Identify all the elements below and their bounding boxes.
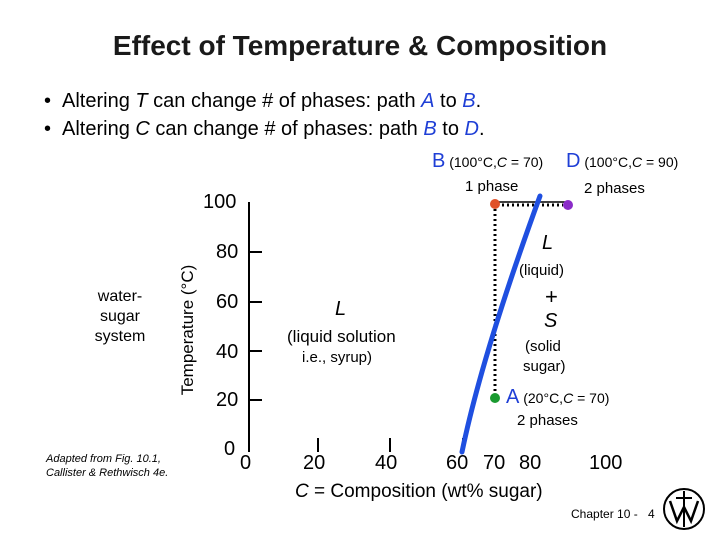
bullet-dot: • <box>44 90 52 112</box>
x-tick-label: 100 <box>589 452 623 474</box>
one-phase-label: 1 phase <box>465 178 519 195</box>
two-phase-plus: + <box>545 284 558 309</box>
two-phase-solid-symbol: S <box>544 310 558 332</box>
y-tick-label: 100 <box>203 191 237 213</box>
y-tick-label: 0 <box>224 438 236 460</box>
y-tick-label: 20 <box>216 389 239 411</box>
source-note: Adapted from Fig. 10.1, Callister & Reth… <box>46 453 169 479</box>
x-tick-label: 0 <box>240 452 252 474</box>
two-phases-bottom-label: 2 phases <box>517 412 578 429</box>
two-phase-liquid-symbol: L <box>542 232 554 254</box>
system-caption: water- sugar system <box>94 288 146 345</box>
publisher-logo-icon <box>663 488 705 530</box>
two-phase-solid-text2: sugar) <box>523 358 566 375</box>
x-tick-label: 60 <box>446 452 469 474</box>
x-axis-label: C = Composition (wt% sugar) <box>295 481 543 502</box>
y-tick-label: 40 <box>216 341 239 363</box>
solubility-limit-curve <box>459 193 543 455</box>
x-tick-label: 80 <box>519 452 542 474</box>
two-phase-liquid-text: (liquid) <box>519 262 565 279</box>
point-d-label: D (100°C,C = 90) <box>566 150 679 172</box>
x-tick-label: 70 <box>483 452 506 474</box>
bullet-dot: • <box>44 118 52 140</box>
x-tick-label: 20 <box>303 452 326 474</box>
liquid-region-line2: i.e., syrup) <box>302 349 373 366</box>
point-d-marker <box>563 200 573 210</box>
point-a-label: A (20°C,C = 70) <box>506 386 610 408</box>
y-tick-label: 60 <box>216 291 239 313</box>
x-tick-label: 40 <box>375 452 398 474</box>
slide-title: Effect of Temperature & Composition <box>112 30 608 61</box>
two-phases-top-label: 2 phases <box>584 180 645 197</box>
bullet-composition: • Altering C can change # of phases: path… <box>44 118 485 140</box>
liquid-region-line1: (liquid solution <box>287 327 396 346</box>
chapter-label: Chapter 10 - <box>571 507 638 521</box>
point-b-marker <box>490 199 500 209</box>
point-b-label: B (100°C,C = 70) <box>432 150 544 172</box>
y-tick-label: 80 <box>216 241 239 263</box>
liquid-region-symbol: L <box>335 298 347 320</box>
two-phase-solid-text1: (solid <box>525 338 561 355</box>
page-number: 4 <box>648 507 655 521</box>
bullet-temperature: • Altering T can change # of phases: path… <box>44 90 482 112</box>
point-a-marker <box>490 393 500 403</box>
